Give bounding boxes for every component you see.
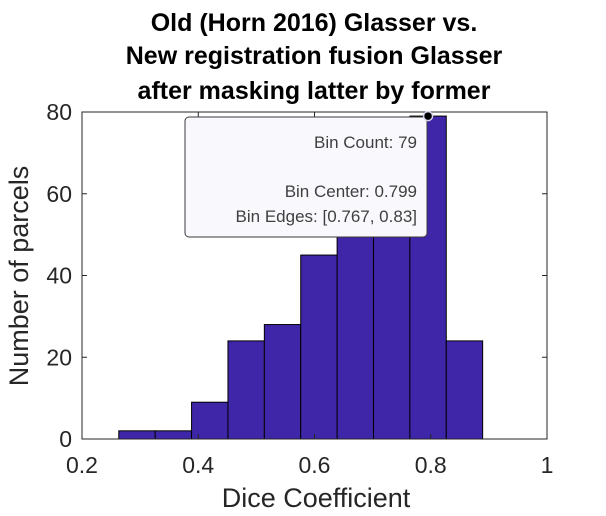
x-tick-label: 1	[541, 452, 554, 478]
y-tick-label: 80	[46, 99, 72, 125]
histogram-bar[interactable]	[445, 340, 484, 440]
histogram-bar[interactable]	[154, 430, 193, 440]
y-axis-ticks: 0 20 40 60 80	[46, 99, 547, 452]
x-axis-ticks: 0.2 0.4 0.6 0.8 1	[66, 112, 553, 478]
datatip-bin-edges: Bin Edges: [0.767, 0.83]	[236, 207, 417, 226]
x-tick-label: 0.6	[299, 452, 331, 478]
datatip-marker[interactable]	[422, 110, 434, 122]
histogram-bar[interactable]	[300, 254, 338, 440]
x-tick-label: 0.4	[182, 452, 214, 478]
histogram-bar[interactable]	[263, 324, 302, 440]
datatip-bin-center: Bin Center: 0.799	[285, 182, 417, 201]
datatip-box	[184, 116, 428, 238]
datatip[interactable]: Bin Count: 79 Bin Center: 0.799 Bin Edge…	[184, 110, 434, 238]
histogram-bar[interactable]	[227, 340, 265, 440]
histogram-bar[interactable]	[191, 401, 229, 440]
histogram-bar[interactable]	[118, 430, 156, 440]
x-tick-label: 0.2	[66, 452, 98, 478]
chart-title: Old (Horn 2016) Glasser vs. New registra…	[126, 9, 503, 105]
x-axis-label: Dice Coefficient	[222, 483, 411, 513]
title-line-3: after masking latter by former	[138, 77, 491, 105]
x-tick-label: 0.8	[415, 452, 447, 478]
y-tick-label: 60	[46, 181, 72, 207]
y-axis-label: Number of parcels	[4, 166, 34, 387]
y-tick-label: 20	[46, 344, 72, 370]
title-line-2: New registration fusion Glasser	[126, 42, 503, 70]
y-tick-label: 40	[46, 263, 72, 289]
y-tick-label: 0	[59, 426, 72, 452]
title-line-1: Old (Horn 2016) Glasser vs.	[151, 9, 478, 37]
datatip-bin-count: Bin Count: 79	[314, 133, 417, 152]
